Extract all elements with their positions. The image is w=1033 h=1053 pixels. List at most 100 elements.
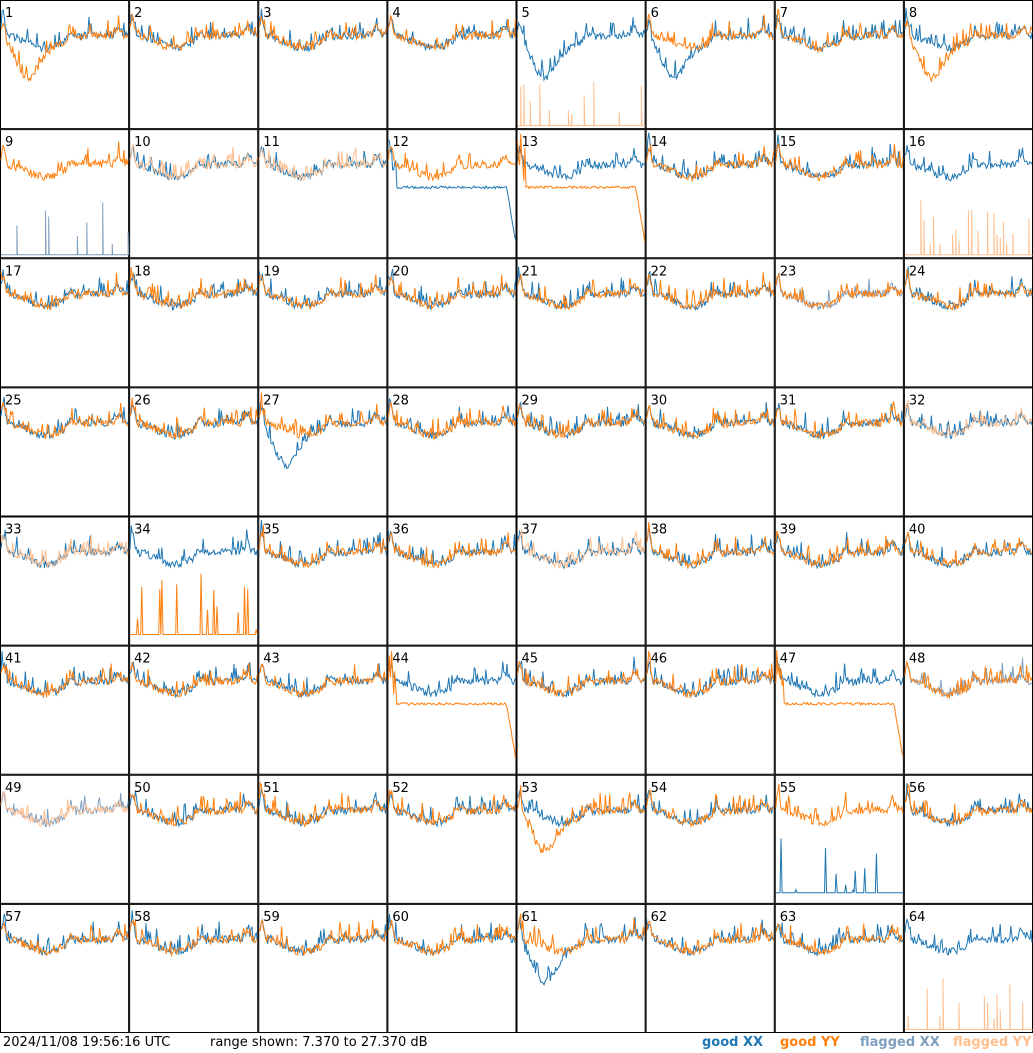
panel-frame	[903, 645, 1033, 775]
good-yy-line	[129, 918, 258, 957]
good-yy-line	[775, 649, 904, 757]
panel-frame	[645, 774, 775, 904]
panel-38: 38	[645, 516, 775, 646]
good-yy-line	[517, 660, 646, 698]
panel-13: 13	[516, 129, 646, 259]
good-xx-line	[904, 783, 1033, 828]
panel-label: 35	[263, 523, 280, 538]
panel-frame	[774, 774, 904, 904]
panel-label: 47	[780, 652, 797, 667]
panel-label: 46	[651, 652, 668, 667]
good-yy-line	[646, 788, 775, 829]
good-xx-line	[517, 144, 645, 181]
panel-34: 34	[129, 516, 259, 646]
panel-label: 45	[522, 652, 539, 667]
panel-29: 29	[516, 387, 646, 517]
panel-12: 12	[387, 129, 517, 259]
panel-label: 20	[392, 264, 409, 279]
panel-label: 49	[5, 781, 22, 796]
panel-53: 53	[516, 774, 646, 904]
panel-label: 8	[909, 6, 917, 21]
good-yy-line	[775, 401, 904, 441]
good-yy-line	[388, 274, 516, 311]
panel-label: 53	[522, 781, 539, 796]
panel-30: 30	[645, 387, 775, 517]
panel-frame	[0, 774, 130, 904]
panel-frame	[258, 516, 388, 646]
panel-9: 9	[0, 129, 130, 259]
panel-frame	[387, 258, 517, 388]
good-yy-line	[904, 268, 1033, 311]
panel-label: 48	[909, 652, 926, 667]
panel-label: 9	[5, 135, 13, 150]
panel-label: 22	[651, 264, 668, 279]
panel-3: 3	[258, 0, 388, 130]
panel-label: 44	[392, 652, 409, 667]
panel-46: 46	[645, 645, 775, 775]
good-yy-line	[387, 401, 516, 442]
good-yy-line	[904, 20, 1033, 83]
panel-label: 25	[5, 393, 22, 408]
good-yy-line	[0, 921, 129, 957]
panel-label: 55	[780, 781, 797, 796]
flagged-yy-line	[904, 399, 1033, 438]
flagged-yy-line	[517, 81, 646, 127]
panel-label: 51	[263, 781, 280, 796]
flagged-yy-line	[0, 790, 129, 827]
panel-6: 6	[645, 0, 775, 130]
panel-label: 21	[522, 264, 539, 279]
good-yy-line	[517, 133, 646, 242]
panel-14: 14	[645, 129, 775, 259]
panel-57: 57	[0, 903, 130, 1033]
good-yy-line	[517, 785, 645, 854]
panel-31: 31	[774, 387, 904, 517]
panel-label: 37	[522, 523, 539, 538]
good-yy-line	[775, 143, 904, 182]
panel-frame	[903, 774, 1033, 904]
panel-label: 52	[392, 781, 409, 796]
panel-frame	[516, 258, 646, 388]
panel-7: 7	[774, 0, 904, 130]
panel-label: 15	[780, 135, 797, 150]
good-yy-line	[129, 12, 258, 51]
panel-label: 12	[392, 135, 409, 150]
flagged-xx-line	[1, 202, 130, 256]
panel-frame	[258, 258, 388, 388]
panel-label: 24	[909, 264, 926, 279]
good-xx-line	[129, 525, 258, 569]
panel-frame	[516, 645, 646, 775]
panel-label: 19	[263, 264, 280, 279]
panel-label: 3	[263, 6, 271, 21]
good-yy-line	[904, 783, 1033, 826]
panel-label: 40	[909, 523, 926, 538]
panel-60: 60	[387, 903, 517, 1033]
panel-39: 39	[774, 516, 904, 646]
good-xx-line	[387, 139, 516, 240]
panel-36: 36	[387, 516, 517, 646]
panel-41: 41	[0, 645, 130, 775]
panel-20: 20	[387, 258, 517, 388]
good-yy-line	[0, 141, 129, 181]
good-xx-line	[775, 403, 904, 439]
panel-frame	[516, 0, 646, 130]
panel-frame	[774, 129, 904, 259]
legend-flagged-xx: flagged XX	[860, 1035, 940, 1050]
panel-frame	[516, 774, 646, 904]
panel-label: 63	[780, 910, 797, 925]
good-yy-line	[387, 14, 516, 52]
panel-frame	[645, 645, 775, 775]
panel-54: 54	[645, 774, 775, 904]
panel-label: 43	[263, 652, 280, 667]
panel-frame	[387, 387, 517, 517]
good-xx-line	[904, 145, 1033, 182]
panel-44: 44	[387, 645, 517, 775]
panel-48: 48	[903, 645, 1033, 775]
panel-62: 62	[645, 903, 775, 1033]
panel-label: 39	[780, 523, 797, 538]
panel-frame	[645, 387, 775, 517]
good-xx-line	[517, 789, 646, 828]
panel-label: 28	[392, 393, 409, 408]
good-yy-line	[646, 920, 775, 956]
panel-frame	[774, 0, 904, 130]
